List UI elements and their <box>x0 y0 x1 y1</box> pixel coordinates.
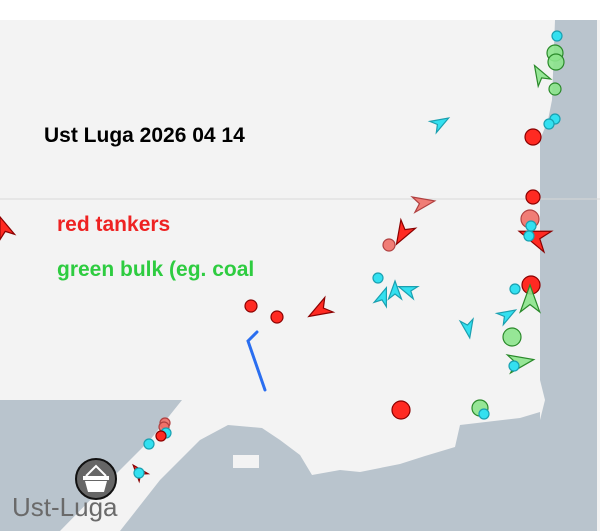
port-marker[interactable] <box>75 458 117 500</box>
map-title: Ust Luga 2026 04 14 <box>44 124 245 147</box>
tanker-marker-moving[interactable] <box>0 214 17 242</box>
bulk-carrier-marker-stopped[interactable] <box>547 53 565 71</box>
tanker-marker-stopped[interactable] <box>525 189 541 205</box>
vessel-marker-stopped[interactable] <box>509 283 521 295</box>
land-east <box>540 20 597 531</box>
vessel-marker-moving[interactable] <box>494 304 519 327</box>
tanker-marker-stopped[interactable] <box>382 238 396 252</box>
tanker-marker-stopped[interactable] <box>244 299 258 313</box>
tanker-marker-stopped[interactable] <box>524 128 542 146</box>
vessel-marker-stopped[interactable] <box>543 118 555 130</box>
vessel-marker-stopped[interactable] <box>508 360 520 372</box>
vessel-marker-stopped[interactable] <box>523 230 535 242</box>
legend-tankers: red tankers <box>57 213 171 236</box>
vessel-marker-stopped[interactable] <box>525 220 537 232</box>
vessel-marker-moving[interactable] <box>458 317 476 340</box>
tanker-marker-stopped[interactable] <box>155 430 167 442</box>
bulk-carrier-marker-moving[interactable] <box>528 62 553 89</box>
bulk-carrier-marker-stopped[interactable] <box>502 327 522 347</box>
tanker-marker-moving[interactable] <box>410 193 437 214</box>
vessel-marker-stopped[interactable] <box>133 467 145 479</box>
vessel-marker-moving[interactable] <box>387 279 403 301</box>
legend-bulk: green bulk (eg. coal <box>57 258 255 281</box>
tanker-marker-stopped[interactable] <box>270 310 284 324</box>
vessel-marker-moving[interactable] <box>372 285 392 309</box>
vessel-marker-moving[interactable] <box>427 112 452 135</box>
route-line <box>246 330 267 392</box>
shopping-basket-icon <box>83 464 109 492</box>
tanker-marker-moving[interactable] <box>389 217 418 249</box>
vessel-marker-stopped[interactable] <box>478 408 490 420</box>
place-label[interactable]: Ust-Luga <box>12 492 118 522</box>
land-southeast <box>120 412 540 531</box>
vessel-marker-stopped[interactable] <box>143 438 155 450</box>
vessel-marker-stopped[interactable] <box>551 30 563 42</box>
bulk-carrier-marker-stopped[interactable] <box>548 82 562 96</box>
vessel-marker-stopped[interactable] <box>372 272 384 284</box>
tanker-marker-stopped[interactable] <box>391 400 411 420</box>
island <box>233 455 259 468</box>
tanker-marker-moving[interactable] <box>305 295 336 323</box>
vessel-marker-moving[interactable] <box>396 280 420 301</box>
bulk-carrier-marker-moving[interactable] <box>518 283 542 314</box>
